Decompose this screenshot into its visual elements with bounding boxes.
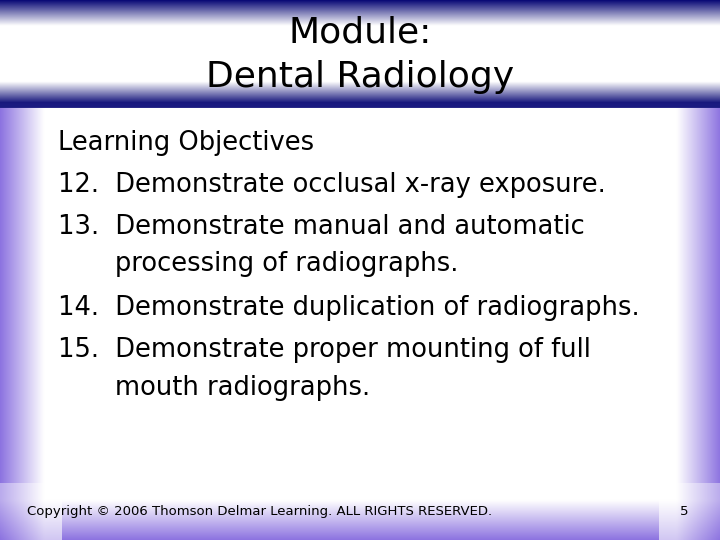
- Text: Copyright © 2006 Thomson Delmar Learning. ALL RIGHTS RESERVED.: Copyright © 2006 Thomson Delmar Learning…: [27, 505, 492, 518]
- Text: 15.  Demonstrate proper mounting of full: 15. Demonstrate proper mounting of full: [58, 337, 590, 363]
- Text: Learning Objectives: Learning Objectives: [58, 130, 314, 156]
- Text: 5: 5: [680, 505, 688, 518]
- Text: processing of radiographs.: processing of radiographs.: [58, 251, 458, 276]
- Text: 13.  Demonstrate manual and automatic: 13. Demonstrate manual and automatic: [58, 214, 585, 240]
- Text: Module:: Module:: [288, 15, 432, 49]
- Text: mouth radiographs.: mouth radiographs.: [58, 375, 370, 401]
- Text: Dental Radiology: Dental Radiology: [206, 60, 514, 94]
- Text: 12.  Demonstrate occlusal x-ray exposure.: 12. Demonstrate occlusal x-ray exposure.: [58, 172, 606, 198]
- Text: 14.  Demonstrate duplication of radiographs.: 14. Demonstrate duplication of radiograp…: [58, 295, 639, 321]
